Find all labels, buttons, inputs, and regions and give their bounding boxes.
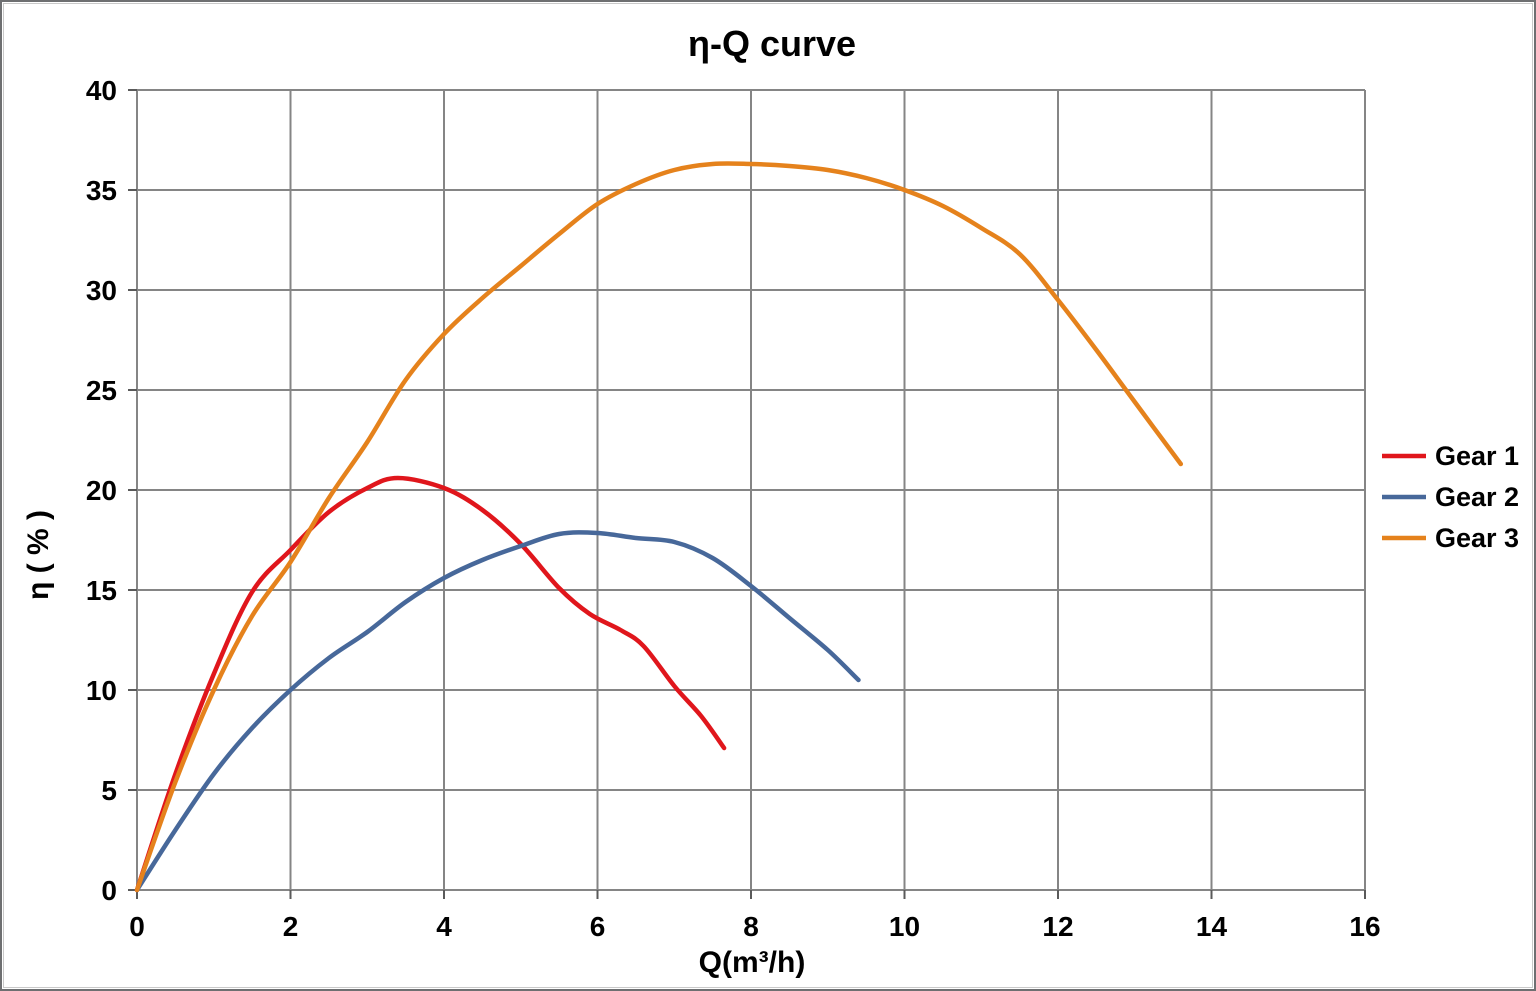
x-tick-label: 14 <box>1196 911 1228 942</box>
x-tick-label: 2 <box>283 911 299 942</box>
x-axis-tick-labels: 0 2 4 6 8 10 12 14 16 <box>129 911 1380 942</box>
series-line-gear-1 <box>134 475 727 893</box>
y-tick-label: 15 <box>86 575 117 606</box>
x-tick-label: 12 <box>1042 911 1073 942</box>
x-tick-label: 10 <box>889 911 920 942</box>
x-tick-label: 4 <box>436 911 452 942</box>
y-tick-label: 30 <box>86 275 117 306</box>
y-axis-title: η ( % ) <box>22 510 55 600</box>
legend: Gear 1 Gear 2 Gear 3 <box>1382 441 1519 553</box>
y-tick-label: 0 <box>101 875 117 906</box>
x-tick-label: 8 <box>743 911 759 942</box>
x-tick-label: 6 <box>590 911 606 942</box>
plot-ticks <box>128 89 1366 899</box>
x-axis-title: Q(m³/h) <box>699 946 806 979</box>
plot-gridlines <box>136 89 1366 891</box>
x-tick-label: 16 <box>1349 911 1380 942</box>
y-tick-label: 25 <box>86 375 117 406</box>
y-tick-label: 10 <box>86 675 117 706</box>
y-tick-label: 5 <box>101 775 117 806</box>
chart-title: η-Q curve <box>688 23 856 64</box>
y-axis-tick-labels: 0 5 10 15 20 25 30 35 40 <box>86 75 117 906</box>
series-line-gear-2 <box>134 530 861 893</box>
y-tick-label: 35 <box>86 175 117 206</box>
legend-label-gear-1: Gear 1 <box>1435 441 1519 471</box>
y-tick-label: 20 <box>86 475 117 506</box>
y-tick-label: 40 <box>86 75 117 106</box>
legend-label-gear-2: Gear 2 <box>1435 482 1519 512</box>
series-line-gear-3 <box>134 161 1184 893</box>
legend-label-gear-3: Gear 3 <box>1435 523 1519 553</box>
series-curves <box>134 161 1184 893</box>
x-tick-label: 0 <box>129 911 145 942</box>
